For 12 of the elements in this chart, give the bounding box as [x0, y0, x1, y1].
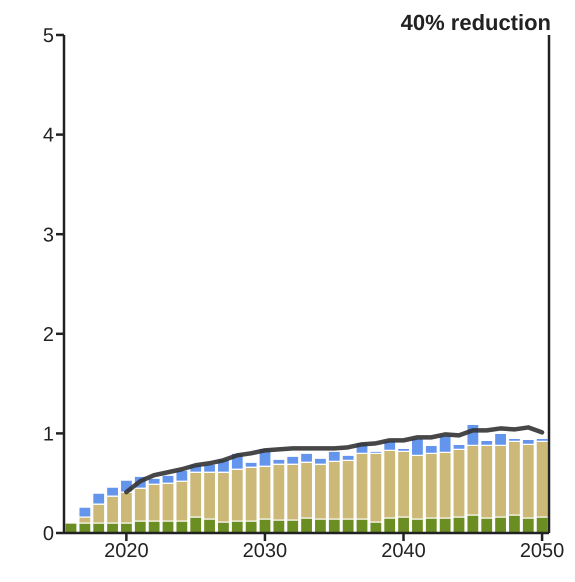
chart-title: 40% reduction	[400, 10, 551, 36]
y-tick-label: 1	[42, 424, 54, 446]
y-tick-label: 0	[42, 523, 54, 546]
x-tick-label: 2040	[381, 540, 426, 562]
x-tick-label: 2030	[242, 540, 288, 562]
y-tick-label: 5	[42, 25, 54, 48]
y-tick-label: 2	[42, 324, 54, 346]
x-tick-label: 2020	[104, 540, 149, 562]
y-tick-label: 3	[42, 224, 54, 246]
y-tick-label: 4	[42, 124, 54, 147]
x-tick-label: 2050	[520, 540, 564, 562]
line-series	[124, 425, 544, 494]
